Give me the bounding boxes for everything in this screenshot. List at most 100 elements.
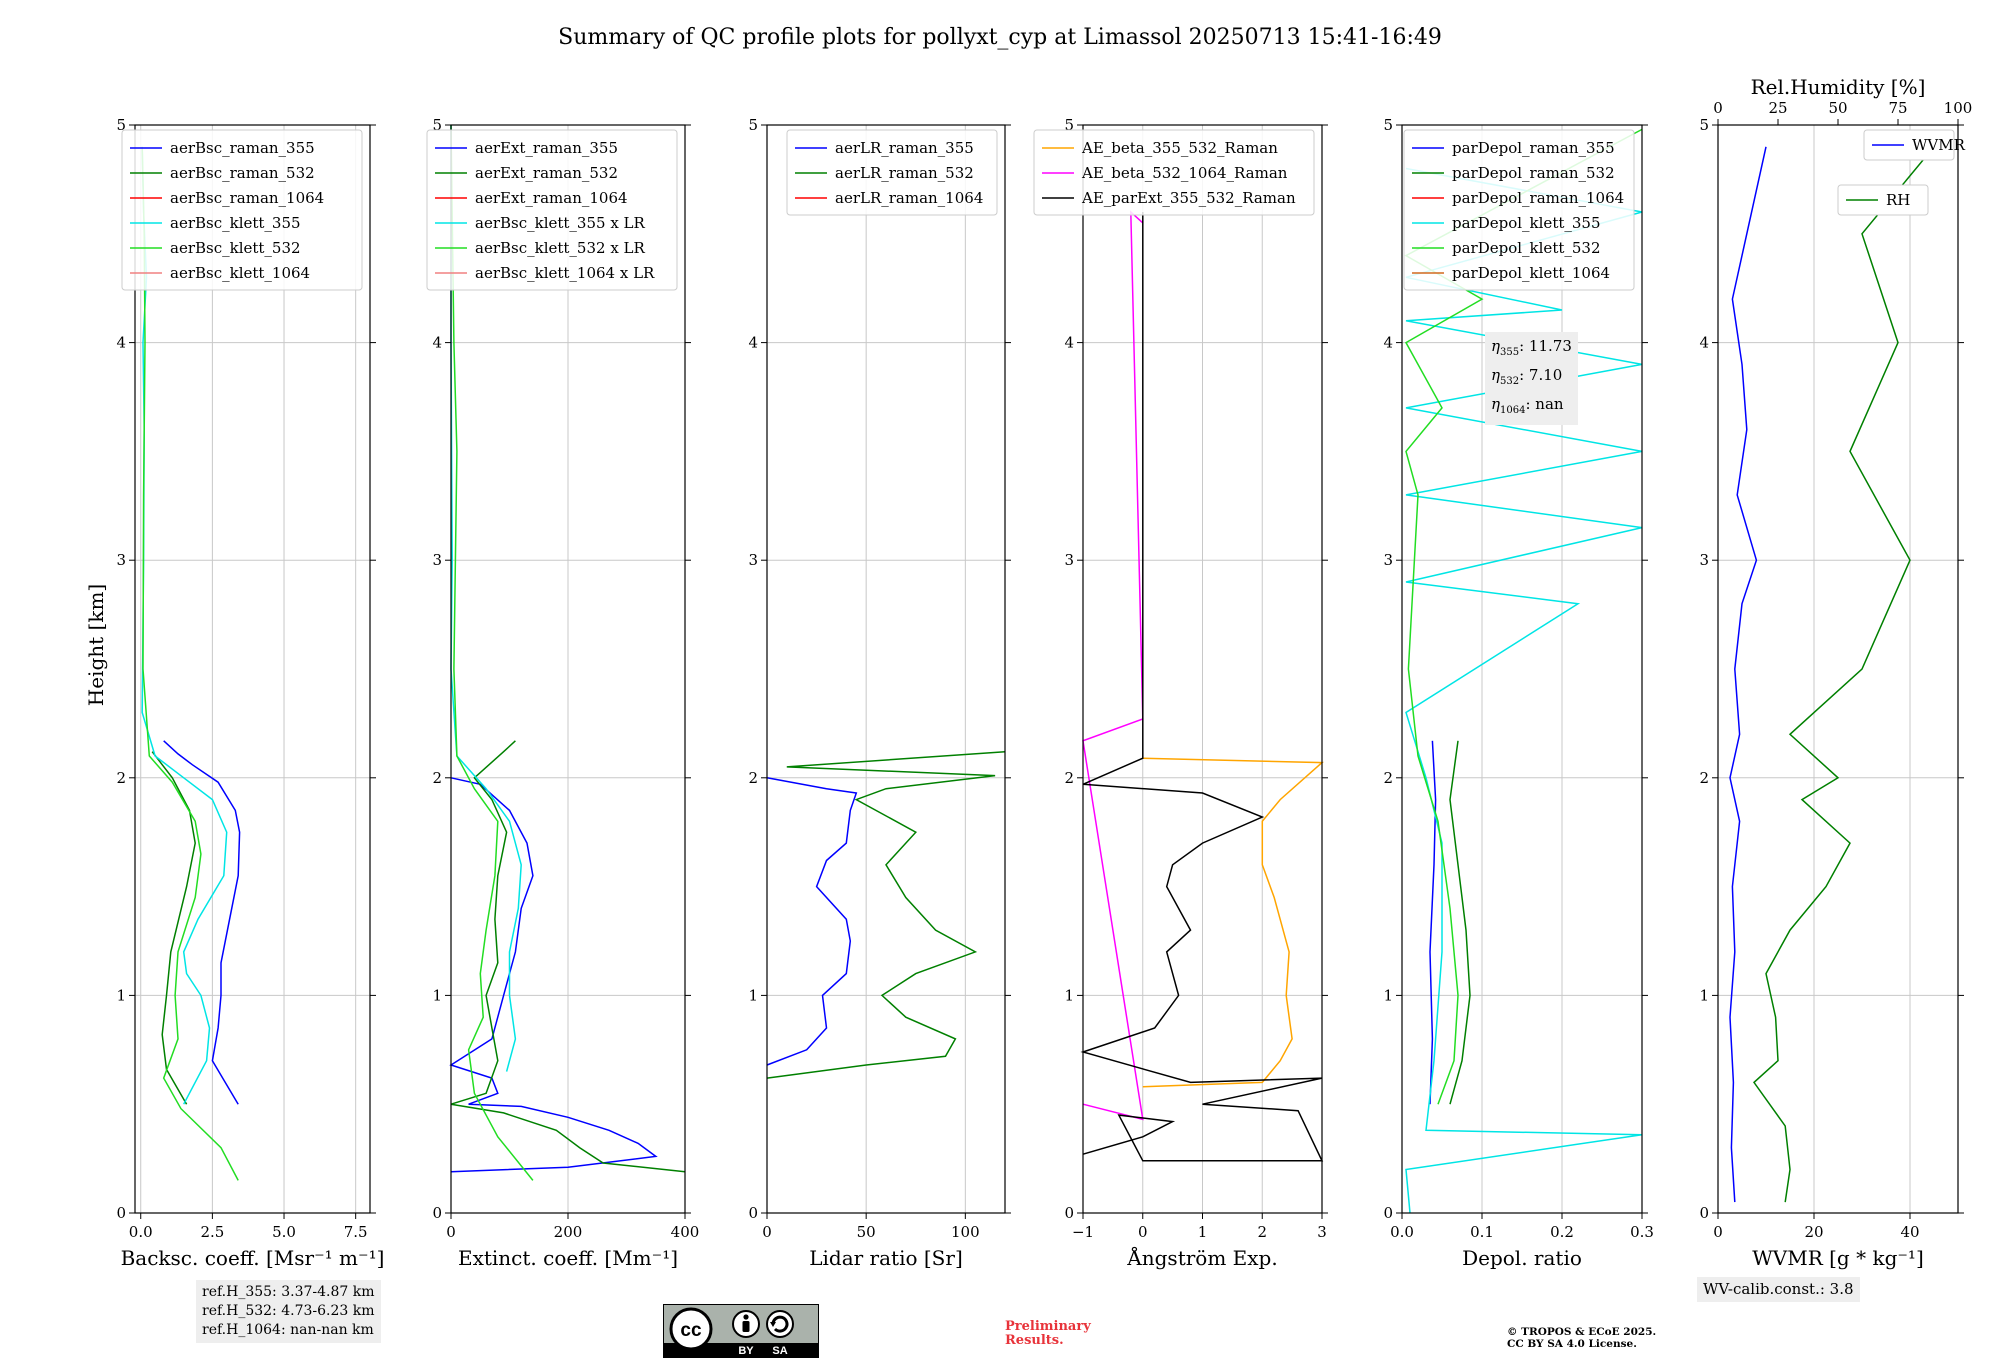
x-tick-label: 200	[554, 1223, 583, 1241]
series-line-parDepol_raman_355	[1429, 740, 1437, 1105]
ref-height-1064: ref.H_1064: nan-nan km	[202, 1322, 374, 1338]
legend-label: aerBsc_raman_355	[170, 139, 315, 157]
legend-label: WVMR	[1912, 136, 1966, 154]
sa-label: SA	[772, 1345, 787, 1357]
top-x-tick-label: 75	[1888, 99, 1907, 117]
x-tick-label: 100	[951, 1223, 980, 1241]
legend: aerLR_raman_355 aerLR_raman_532 aerLR_rama…	[786, 129, 998, 216]
x-axis-label: WVMR [g * kg⁻¹]	[1752, 1246, 1924, 1270]
x-tick-label: 20	[1804, 1223, 1823, 1241]
panel-5: 0.0 0.1 0.2 0.3 0 1 2 3 4 5 Depol. ratio parDepol_r…	[1383, 116, 1653, 1270]
series-line-aerExt_raman_355	[449, 777, 658, 1173]
series-line-aerBsc_klett_355 x LR	[450, 125, 522, 1072]
legend-label: parDepol_raman_355	[1452, 139, 1615, 157]
y-tick-label: 4	[748, 334, 758, 352]
legend-label: aerExt_raman_1064	[475, 189, 628, 207]
eta-532: η532: 7.10	[1491, 366, 1563, 387]
legend-label: aerBsc_raman_532	[170, 164, 315, 182]
series-line-aerBsc_raman_532	[151, 751, 196, 1105]
y-tick-label: 2	[1383, 769, 1393, 787]
x-tick-label: 0.2	[1550, 1223, 1574, 1241]
series-line-aerBsc_raman_355	[163, 740, 241, 1105]
axes-frame	[134, 124, 371, 1214]
legend-label: AE_parExt_355_532_Raman	[1081, 189, 1296, 207]
legend-label: parDepol_klett_532	[1452, 239, 1601, 257]
legend-label: aerLR_raman_355	[835, 139, 974, 157]
legend-label: aerBsc_klett_532 x LR	[475, 239, 646, 257]
svg-text:cc: cc	[680, 1320, 702, 1341]
y-tick-label: 2	[1064, 769, 1074, 787]
panel-3: 0 50 100 0 1 2 3 4 5 Lidar ratio [Sr] aerLR_raman_…	[748, 116, 1011, 1270]
x-tick-label: 1	[1198, 1223, 1208, 1241]
y-tick-label: 3	[1064, 551, 1074, 569]
legend: aerBsc_raman_355 aerBsc_raman_532 aerBsc_r…	[121, 129, 363, 291]
x-tick-label: 0	[446, 1223, 456, 1241]
y-tick-label: 2	[1699, 769, 1709, 787]
legend-label: aerBsc_klett_1064	[170, 264, 310, 282]
y-tick-label: 5	[1064, 116, 1074, 134]
y-tick-label: 5	[1383, 116, 1393, 134]
legend-label: aerBsc_klett_355	[170, 214, 301, 232]
x-tick-label: 0.1	[1470, 1223, 1494, 1241]
y-tick-label: 4	[1064, 334, 1074, 352]
y-tick-label: 0	[116, 1204, 126, 1222]
x-tick-label: 2	[1257, 1223, 1267, 1241]
y-tick-label: 5	[1699, 116, 1709, 134]
figure-title: Summary of QC profile plots for pollyxt_…	[558, 25, 1442, 50]
top-x-axis-label: Rel.Humidity [%]	[1751, 75, 1926, 99]
y-tick-label: 3	[1383, 551, 1393, 569]
y-tick-label: 3	[748, 551, 758, 569]
y-tick-label: 1	[1383, 986, 1393, 1004]
series-line-aerBsc_klett_532 x LR	[450, 124, 534, 1181]
x-tick-label: 0.0	[1390, 1223, 1414, 1241]
copyright-note: © TROPOS & ECoE 2025. CC BY SA 4.0 Licen…	[1507, 1326, 1657, 1350]
x-axis-label: Backsc. coeff. [Msr⁻¹ m⁻¹]	[121, 1246, 385, 1270]
x-tick-label: −1	[1072, 1223, 1094, 1241]
series-line-WVMR	[1729, 146, 1767, 1203]
x-tick-label: 2.5	[200, 1223, 224, 1241]
top-x-tick-label: 25	[1768, 99, 1787, 117]
legend-label: aerBsc_raman_1064	[170, 189, 324, 207]
preliminary-note: Preliminary Results.	[1005, 1319, 1091, 1348]
y-tick-label: 3	[432, 551, 442, 569]
legend-label: aerLR_raman_1064	[835, 189, 983, 207]
series-line-parDepol_klett_355	[1405, 167, 1643, 1214]
y-tick-label: 1	[116, 986, 126, 1004]
series-line-parDepol_raman_532	[1449, 740, 1471, 1105]
x-tick-label: 40	[1900, 1223, 1919, 1241]
x-tick-label: 0.0	[129, 1223, 153, 1241]
panel-1: 0.0 2.5 5.0 7.5 0 1 2 3 4 5 Backsc. coeff. [Msr⁻¹ …	[116, 116, 384, 1270]
legend-label: parDepol_raman_532	[1452, 164, 1615, 182]
y-tick-label: 5	[748, 116, 758, 134]
plot-panels: 0.0 2.5 5.0 7.5 0 1 2 3 4 5 Backsc. coeff. [Msr⁻¹ …	[116, 75, 1972, 1270]
y-tick-label: 1	[1064, 986, 1074, 1004]
legend-label: AE_beta_355_532_Raman	[1081, 139, 1278, 157]
legend: aerExt_raman_355 aerExt_raman_532 aerExt_r…	[426, 129, 678, 291]
legend: parDepol_raman_355 parDepol_raman_532 parD…	[1403, 129, 1635, 291]
eta-355: η355: 11.73	[1491, 337, 1572, 358]
panel-2: 0 200 400 0 1 2 3 4 5 Extinct. coeff. [Mm⁻¹] aerEx…	[426, 116, 699, 1270]
x-tick-label: 0	[762, 1223, 772, 1241]
ref-height-box: ref.H_355: 3.37-4.87 km ref.H_532: 4.73-…	[196, 1280, 381, 1343]
y-tick-label: 5	[116, 116, 126, 134]
legend-label: aerExt_raman_355	[475, 139, 618, 157]
top-x-tick-label: 50	[1828, 99, 1847, 117]
y-tick-label: 0	[1064, 1204, 1074, 1222]
y-tick-label: 4	[432, 334, 442, 352]
y-tick-label: 2	[116, 769, 126, 787]
legend-label: RH	[1886, 191, 1910, 209]
series-line-aerBsc_klett_532	[141, 146, 239, 1181]
legend-box	[1033, 129, 1315, 216]
y-tick-label: 0	[1383, 1204, 1393, 1222]
x-tick-label: 5.0	[272, 1223, 296, 1241]
legend-box	[121, 129, 363, 291]
legend-label: aerExt_raman_532	[475, 164, 618, 182]
series-line-aerLR_raman_355	[766, 777, 858, 1066]
x-axis-label: Depol. ratio	[1462, 1246, 1582, 1270]
legend-label: aerLR_raman_532	[835, 164, 974, 182]
y-tick-label: 3	[116, 551, 126, 569]
legend-box	[1863, 129, 1955, 161]
top-x-tick-label: 0	[1713, 99, 1723, 117]
series-line-AE_beta_532_1064_Raman	[1082, 210, 1144, 1121]
